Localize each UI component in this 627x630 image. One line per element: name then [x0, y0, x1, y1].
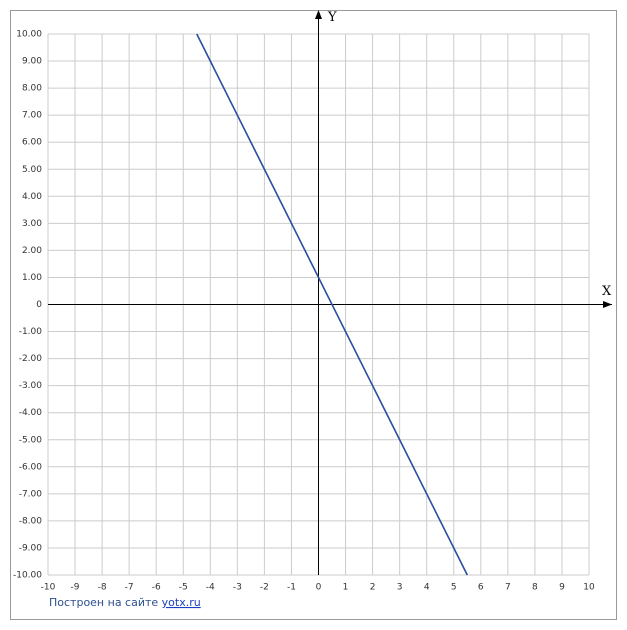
y-tick-label: -7.00: [19, 489, 43, 499]
y-tick-label: 8.00: [22, 84, 42, 94]
x-tick-label: -2: [260, 583, 269, 593]
x-tick-label: 7: [505, 583, 511, 593]
x-axis-arrow: [603, 301, 612, 308]
x-tick-label: 4: [424, 583, 430, 593]
y-tick-label: -8.00: [19, 516, 43, 526]
x-tick-label: 3: [397, 583, 403, 593]
y-tick-label: -4.00: [19, 408, 43, 418]
x-tick-label: -1: [287, 583, 296, 593]
x-tick-label: 0: [316, 583, 322, 593]
y-tick-label: 2.00: [22, 246, 42, 256]
x-tick-label: -3: [233, 583, 242, 593]
y-tick-label: 4.00: [22, 192, 42, 202]
x-tick-label: -7: [125, 583, 134, 593]
frame: [10, 10, 617, 620]
y-tick-label: 6.00: [22, 138, 42, 148]
credit-text: Построен на сайте: [49, 596, 158, 609]
y-tick-label: 1.00: [22, 273, 42, 283]
y-tick-label: 5.00: [22, 165, 42, 175]
x-tick-label: 6: [478, 583, 484, 593]
y-tick-label: -9.00: [19, 543, 43, 553]
x-axis-label: X: [602, 284, 612, 299]
line: [196, 33, 468, 576]
credit: Построен на сайте yotx.ru: [49, 596, 201, 609]
x-tick-label: 2: [370, 583, 376, 593]
y-tick-label: -10.00: [13, 571, 42, 581]
y-axis-label: Y: [327, 10, 337, 25]
y-tick-label: 3.00: [22, 219, 42, 229]
x-tick-label: 10: [583, 583, 595, 593]
x-tick-label: 1: [343, 583, 349, 593]
x-tick-label: -8: [98, 583, 107, 593]
y-tick-label: -3.00: [19, 381, 43, 391]
x-tick-label: -6: [152, 583, 161, 593]
x-tick-label: -5: [179, 583, 188, 593]
y-tick-label: -5.00: [19, 435, 43, 445]
y-axis-arrow: [315, 10, 322, 19]
y-tick-label: 0: [36, 300, 42, 310]
y-tick-label: -1.00: [19, 327, 43, 337]
y-tick-label: -2.00: [19, 354, 43, 364]
y-tick-label: -6.00: [19, 462, 43, 472]
x-tick-label: -4: [206, 583, 215, 593]
y-tick-label: 10.00: [16, 30, 42, 40]
x-tick-label: 5: [451, 583, 457, 593]
y-tick-label: 7.00: [22, 111, 42, 121]
x-tick-label: -10: [41, 583, 56, 593]
y-tick-label: 9.00: [22, 57, 42, 67]
x-tick-label: -9: [71, 583, 80, 593]
x-tick-label: 8: [532, 583, 538, 593]
credit-link[interactable]: yotx.ru: [162, 596, 201, 609]
x-tick-label: 9: [559, 583, 565, 593]
